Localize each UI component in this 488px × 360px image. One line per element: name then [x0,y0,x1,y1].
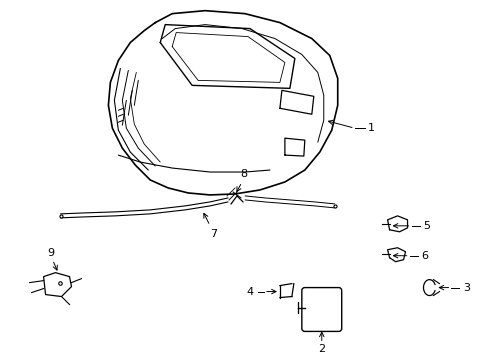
Text: 3: 3 [462,283,469,293]
Text: 4: 4 [246,287,253,297]
Text: 6: 6 [420,251,427,261]
Text: 1: 1 [367,123,374,133]
Text: 7: 7 [210,229,217,239]
Text: 5: 5 [422,221,429,231]
Text: 8: 8 [240,169,247,179]
Text: 9: 9 [47,248,54,258]
Text: 2: 2 [318,345,325,354]
